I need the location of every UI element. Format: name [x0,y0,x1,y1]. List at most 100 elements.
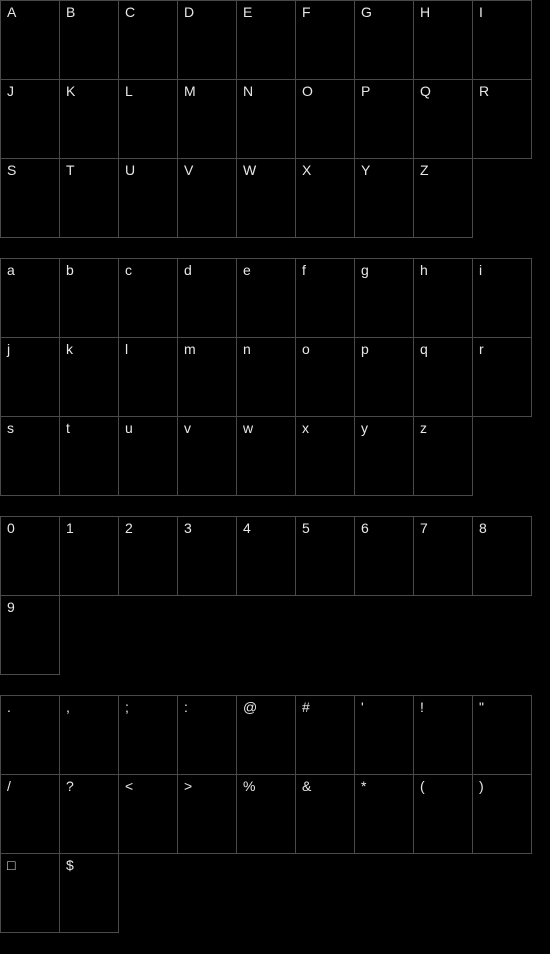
glyph-cell[interactable]: J [0,79,60,159]
glyph-cell[interactable]: Q [413,79,473,159]
glyph-cell[interactable]: 5 [295,516,355,596]
glyph-cell[interactable]: □ [0,853,60,933]
glyph-cell[interactable]: 4 [236,516,296,596]
glyph-cell[interactable]: " [472,695,532,775]
glyph-cell[interactable]: ' [354,695,414,775]
glyph-cell[interactable]: b [59,258,119,338]
glyph-cell[interactable]: ! [413,695,473,775]
glyph-row: 0 12345 678 [0,516,550,596]
glyph-cell[interactable]: < [118,774,178,854]
glyph-cell[interactable]: Z [413,158,473,238]
glyph-cell[interactable]: , [59,695,119,775]
glyph-label: 9 [7,599,15,615]
glyph-cell[interactable]: 7 [413,516,473,596]
glyph-cell[interactable]: / [0,774,60,854]
glyph-cell[interactable]: T [59,158,119,238]
glyph-cell[interactable]: # [295,695,355,775]
glyph-cell[interactable]: 6 [354,516,414,596]
glyph-cell[interactable]: s [0,416,60,496]
glyph-cell[interactable]: @ [236,695,296,775]
glyph-cell[interactable]: u [118,416,178,496]
glyph-cell[interactable]: V [177,158,237,238]
glyph-cell[interactable]: y [354,416,414,496]
glyph-block-symbols: .,;:@#'!"/?<>%&*()□$ [0,695,550,933]
glyph-row: □$ [0,854,550,933]
glyph-cell[interactable]: : [177,695,237,775]
glyph-cell[interactable]: Y [354,158,414,238]
glyph-row: abcdefghi [0,258,550,338]
glyph-cell[interactable]: l [118,337,178,417]
glyph-cell[interactable]: K [59,79,119,159]
glyph-cell[interactable]: 8 [472,516,532,596]
glyph-cell-empty [472,853,532,933]
glyph-cell[interactable]: % [236,774,296,854]
glyph-cell[interactable]: P [354,79,414,159]
glyph-cell[interactable]: g [354,258,414,338]
glyph-label: " [479,699,484,715]
glyph-cell[interactable]: 2 [118,516,178,596]
glyph-cell[interactable]: o [295,337,355,417]
glyph-label: @ [243,699,257,715]
glyph-cell[interactable]: A [0,0,60,80]
glyph-cell[interactable]: B [59,0,119,80]
glyph-label: 5 [302,520,310,536]
glyph-cell[interactable]: & [295,774,355,854]
glyph-cell[interactable]: . [0,695,60,775]
glyph-cell[interactable]: i [472,258,532,338]
glyph-cell[interactable]: 3 [177,516,237,596]
glyph-label: / [7,778,11,794]
glyph-cell[interactable]: X [295,158,355,238]
glyph-cell[interactable]: r [472,337,532,417]
glyph-cell[interactable]: q [413,337,473,417]
glyph-label: p [361,341,369,357]
glyph-label: B [66,4,75,20]
glyph-cell[interactable]: H [413,0,473,80]
glyph-cell[interactable]: R [472,79,532,159]
glyph-cell[interactable]: W [236,158,296,238]
glyph-cell[interactable]: L [118,79,178,159]
glyph-cell[interactable]: a [0,258,60,338]
glyph-cell[interactable]: M [177,79,237,159]
glyph-label: L [125,83,133,99]
glyph-cell[interactable]: j [0,337,60,417]
glyph-cell[interactable]: 0 [0,516,60,596]
glyph-cell-empty [472,595,532,675]
glyph-cell[interactable]: c [118,258,178,338]
glyph-cell[interactable]: n [236,337,296,417]
glyph-cell[interactable]: v [177,416,237,496]
glyph-cell[interactable]: N [236,79,296,159]
glyph-cell[interactable]: f [295,258,355,338]
glyph-cell[interactable]: $ [59,853,119,933]
glyph-label: A [7,4,16,20]
glyph-cell[interactable]: D [177,0,237,80]
glyph-cell[interactable]: O [295,79,355,159]
glyph-cell[interactable]: h [413,258,473,338]
glyph-cell[interactable]: w [236,416,296,496]
glyph-cell[interactable]: * [354,774,414,854]
glyph-cell[interactable]: 1 [59,516,119,596]
glyph-cell[interactable]: m [177,337,237,417]
glyph-cell[interactable]: d [177,258,237,338]
glyph-cell[interactable]: ; [118,695,178,775]
glyph-cell[interactable]: ) [472,774,532,854]
glyph-cell[interactable]: G [354,0,414,80]
glyph-cell[interactable]: ( [413,774,473,854]
glyph-cell[interactable]: x [295,416,355,496]
glyph-label: 0 [7,520,15,536]
glyph-cell[interactable]: S [0,158,60,238]
glyph-cell[interactable]: p [354,337,414,417]
glyph-cell[interactable]: > [177,774,237,854]
glyph-cell[interactable]: 9 [0,595,60,675]
glyph-cell[interactable]: ? [59,774,119,854]
glyph-cell[interactable]: U [118,158,178,238]
glyph-cell[interactable]: z [413,416,473,496]
glyph-label: q [420,341,428,357]
glyph-cell[interactable]: k [59,337,119,417]
glyph-cell[interactable]: C [118,0,178,80]
glyph-label: G [361,4,372,20]
glyph-cell[interactable]: E [236,0,296,80]
glyph-cell[interactable]: e [236,258,296,338]
glyph-cell[interactable]: t [59,416,119,496]
glyph-cell[interactable]: I [472,0,532,80]
glyph-cell[interactable]: F [295,0,355,80]
